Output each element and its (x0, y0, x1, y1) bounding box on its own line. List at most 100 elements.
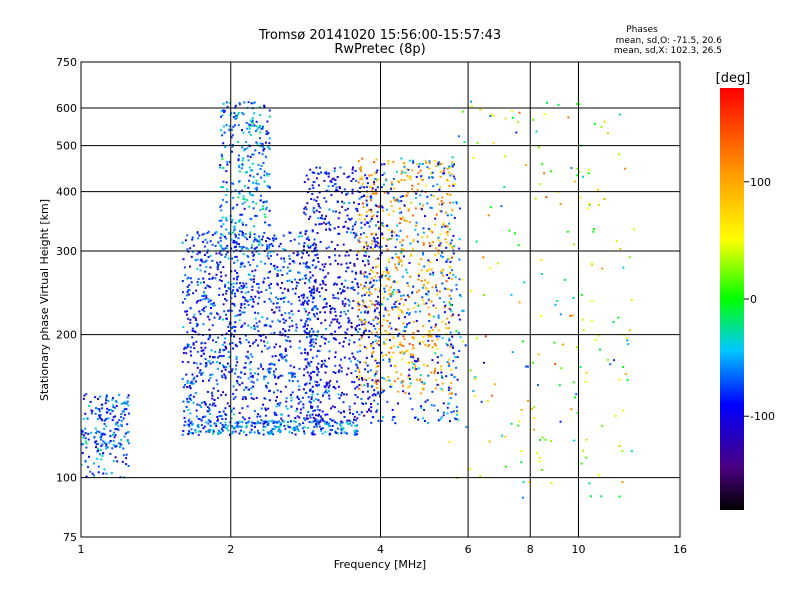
data-point (295, 323, 298, 326)
data-point (194, 392, 197, 395)
data-point (598, 204, 600, 207)
data-point (373, 183, 376, 186)
data-point (213, 402, 216, 405)
data-point (222, 186, 224, 189)
data-point (446, 167, 449, 170)
data-point (311, 433, 314, 436)
data-point (225, 124, 228, 127)
data-point (313, 296, 315, 299)
colorbar-tick-label: -100 (750, 410, 775, 423)
data-point (427, 227, 430, 230)
data-point (263, 174, 266, 177)
data-point (415, 224, 417, 227)
data-point (248, 420, 250, 423)
data-point (346, 192, 349, 195)
data-point (189, 397, 192, 400)
data-point (123, 435, 126, 438)
data-point (114, 434, 117, 436)
data-point (218, 287, 221, 290)
data-point (127, 465, 130, 467)
data-point (302, 325, 305, 328)
data-point (400, 344, 403, 347)
data-point (252, 298, 255, 301)
data-point (609, 363, 612, 366)
data-point (268, 298, 271, 301)
data-point (231, 292, 234, 295)
data-point (295, 287, 297, 290)
data-point (211, 391, 214, 394)
data-point (201, 295, 204, 297)
data-point (409, 378, 411, 380)
data-point (401, 239, 404, 242)
data-point (411, 291, 414, 294)
data-point (211, 373, 214, 376)
data-point (291, 281, 293, 284)
data-point (622, 409, 625, 412)
data-point (202, 277, 205, 280)
data-point (340, 425, 343, 428)
data-point (360, 336, 363, 339)
data-point (402, 352, 405, 355)
data-point (313, 171, 316, 174)
data-point (259, 168, 262, 170)
data-point (333, 170, 336, 173)
data-point (317, 217, 320, 220)
data-point (331, 318, 334, 321)
data-point (227, 351, 230, 353)
data-point (277, 376, 280, 379)
data-point (406, 294, 409, 297)
data-point (354, 387, 357, 390)
data-point (458, 278, 461, 281)
data-point (376, 307, 379, 310)
data-point (251, 162, 254, 165)
data-point (374, 327, 377, 330)
data-point (588, 204, 591, 206)
data-point (307, 361, 310, 364)
data-point (360, 196, 363, 198)
data-point (414, 366, 417, 369)
data-point (417, 357, 419, 360)
data-point (232, 144, 234, 146)
data-point (438, 203, 441, 206)
data-point (327, 340, 330, 343)
data-point (401, 351, 404, 354)
data-point (376, 244, 379, 247)
data-point (385, 268, 388, 271)
data-point (265, 289, 268, 292)
data-point (390, 327, 393, 330)
data-point (511, 351, 514, 354)
data-point (380, 205, 383, 208)
data-point (391, 293, 394, 296)
data-point (272, 237, 274, 240)
data-point (317, 184, 320, 187)
data-point (559, 202, 562, 205)
data-point (246, 254, 249, 257)
data-point (319, 216, 322, 219)
data-point (234, 241, 237, 244)
data-point (402, 322, 405, 325)
data-point (504, 155, 507, 158)
data-point (204, 287, 207, 289)
data-point (298, 416, 301, 419)
data-point (400, 200, 403, 203)
data-point (441, 282, 444, 285)
data-point (278, 309, 281, 312)
data-point (357, 239, 360, 242)
data-point (378, 246, 381, 249)
data-point (83, 434, 85, 437)
data-point (315, 422, 318, 425)
data-point (417, 273, 420, 276)
data-point (567, 116, 570, 119)
data-point (226, 251, 229, 254)
data-point (184, 297, 187, 300)
data-point (113, 431, 115, 434)
data-point (344, 297, 347, 300)
data-point (258, 320, 261, 323)
data-point (446, 406, 449, 409)
data-point (96, 447, 99, 450)
data-point (262, 403, 265, 406)
data-point (183, 416, 186, 419)
chart-title: Tromsø 20141020 15:56:00-15:57:43 (258, 28, 501, 43)
data-point (386, 271, 389, 274)
data-point (302, 406, 305, 409)
